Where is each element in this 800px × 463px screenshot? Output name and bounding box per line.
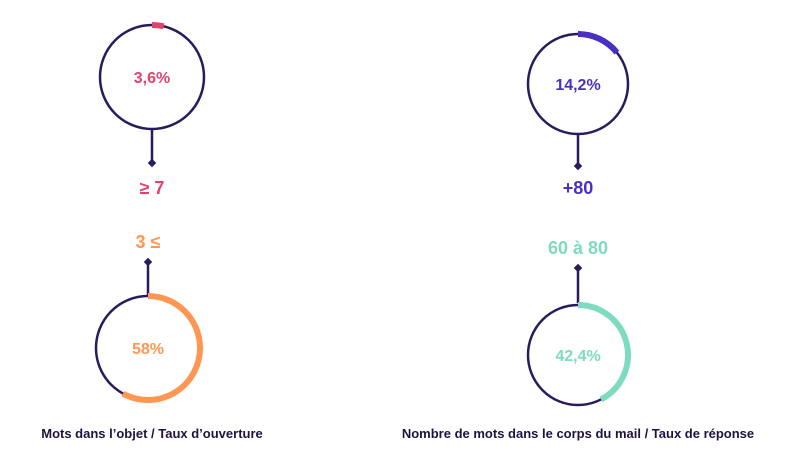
donut-value-label: 42,4%	[555, 348, 600, 365]
donut-body-60-80: 60 à 80 42,4%	[526, 238, 631, 407]
donut-arc	[577, 31, 620, 55]
threshold-label: ≥ 7	[140, 178, 165, 198]
donut-value-label: 3,6%	[134, 70, 170, 87]
right-caption: Nombre de mots dans le corps du mail / T…	[401, 426, 755, 441]
left-caption: Mots dans l’objet / Taux d’ouverture	[41, 426, 263, 441]
donut-value-label: 58%	[132, 341, 164, 358]
threshold-label: 3 ≤	[136, 232, 161, 252]
threshold-label: 60 à 80	[548, 238, 608, 258]
donut-arc	[121, 293, 203, 403]
connector-diamond	[147, 158, 157, 168]
connector-diamond	[573, 161, 583, 171]
donut-subject-3-minus: 3 ≤ 58%	[94, 232, 203, 403]
donut-arc	[577, 302, 631, 403]
donut-body-80-plus: 14,2% +80	[526, 31, 630, 198]
donut-subject-7-plus: 3,6% ≥ 7	[98, 22, 206, 198]
donut-value-label: 14,2%	[555, 77, 600, 94]
donut-arc	[151, 22, 165, 30]
threshold-label: +80	[563, 178, 594, 198]
